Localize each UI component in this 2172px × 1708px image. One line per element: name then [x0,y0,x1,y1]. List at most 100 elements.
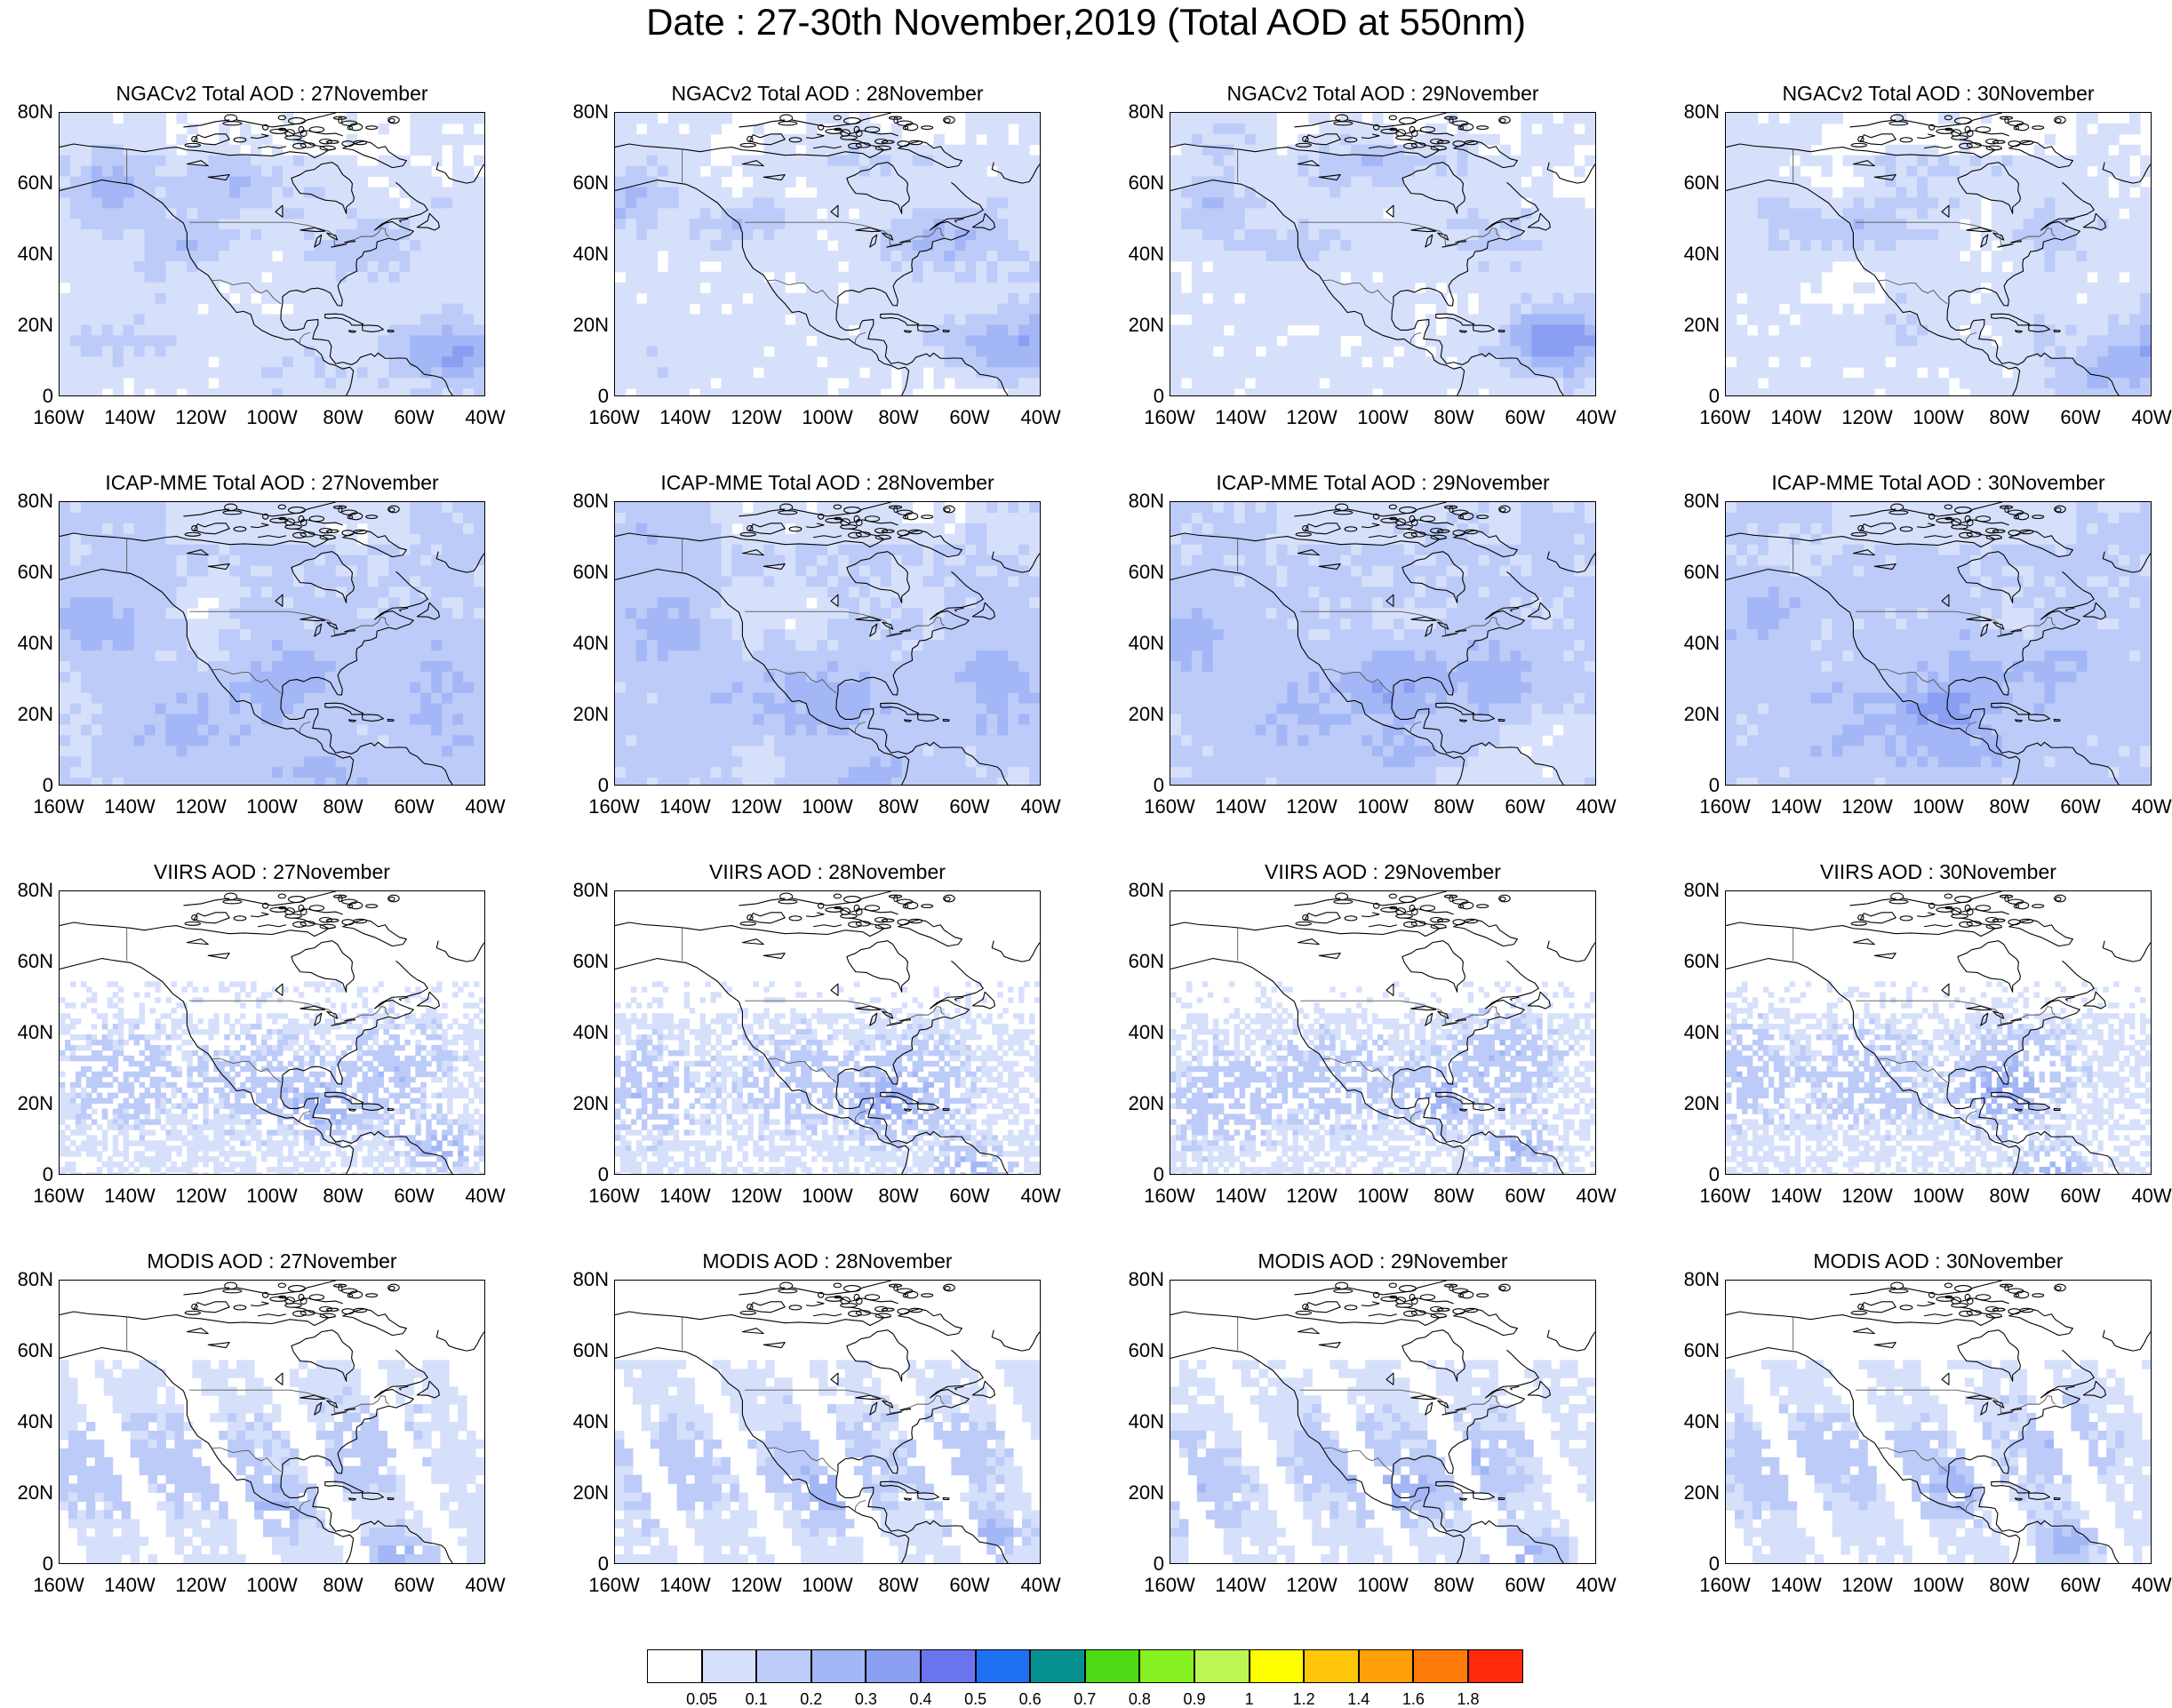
arctic-island [326,530,339,532]
lon-tick-label: 160W [23,1575,94,1596]
lat-tick-label: 0 [1666,1553,1720,1575]
arctic-island [326,140,339,143]
lat-tick-label: 20N [1111,1482,1164,1504]
arctic-island [865,1295,879,1300]
colorbar-label: 1 [1223,1690,1276,1708]
arctic-island [909,919,922,922]
arctic-island [740,922,755,925]
coastline [1903,1281,2002,1295]
lon-tick-label: 60W [2045,796,2116,818]
arctic-island [1453,1309,1465,1314]
lon-tick-label: 160W [1689,796,1761,818]
coastline [992,1330,1040,1351]
arctic-island [1345,1305,1357,1310]
map-canvas [1726,1281,2151,1563]
lon-tick-label: 100W [792,1185,863,1207]
arctic-island [1296,1311,1311,1314]
lat-tick-label: 60N [1111,172,1164,194]
lon-tick-label: 140W [94,796,165,818]
coastline [1917,134,1935,139]
aod-field [1170,113,1595,395]
lat-tick-label: 20N [0,1093,53,1114]
arctic-island [1389,894,1396,898]
panel-title: ICAP-MME Total AOD : 30November [1725,469,2152,496]
arctic-island [1851,143,1866,147]
coastline [686,1315,891,1326]
lake-outline [1425,1402,1433,1415]
lon-tick-label: 100W [1903,796,1974,818]
lon-tick-label: 100W [1347,1185,1418,1207]
arctic-island [834,894,841,898]
lon-tick-label: 100W [236,1185,307,1207]
coastline [258,1314,286,1316]
coastline [1369,1314,1397,1316]
lake-outline [1853,939,1874,945]
lon-tick-label: 80W [1974,796,2045,818]
coastline [251,1302,268,1306]
lon-tick-label: 160W [1689,1185,1761,1207]
lat-tick-label: 80N [555,491,609,512]
arctic-island [320,917,332,922]
arctic-island [234,916,246,921]
lake-outline [1298,939,1319,945]
map-frame [1725,1280,2152,1564]
lat-tick-label: 0 [0,775,53,796]
lat-tick-label: 0 [1666,775,1720,796]
lon-tick-label: 80W [863,796,934,818]
coastline [194,1302,229,1313]
lon-tick-label: 40W [1561,1185,1632,1207]
lon-tick-label: 120W [721,1185,792,1207]
lon-tick-label: 100W [236,407,307,428]
arctic-island [1477,905,1489,908]
lon-tick-label: 80W [307,796,379,818]
arctic-island [309,127,323,132]
coastline [749,913,785,923]
lon-tick-label: 40W [1561,796,1632,818]
lon-tick-label: 40W [450,407,521,428]
arctic-island [333,1284,346,1287]
arctic-island [366,126,378,130]
arctic-island [1955,897,1972,903]
panel-title: ICAP-MME Total AOD : 29November [1170,469,1596,496]
lat-tick-label: 0 [555,386,609,407]
map-frame [1725,890,2152,1175]
arctic-island [740,143,755,147]
coastline [236,1281,336,1295]
lat-tick-label: 40N [0,1411,53,1433]
lon-tick-label: 40W [1005,1575,1076,1596]
lat-tick-label: 20N [1666,1093,1720,1114]
arctic-island [1500,118,1505,122]
lon-tick-label: 60W [1489,796,1561,818]
arctic-island [1900,1305,1912,1310]
arctic-island [1336,1282,1348,1289]
lat-tick-label: 60N [1666,172,1720,194]
aod-field [1726,1360,2151,1563]
lat-tick-label: 80N [1666,101,1720,123]
arctic-island [339,896,342,902]
arctic-island [389,118,395,122]
lon-tick-label: 140W [1761,1185,1832,1207]
arctic-island [1400,897,1417,903]
lon-tick-label: 80W [307,1575,379,1596]
panel-title: VIIRS AOD : 29November [1170,858,1596,885]
lon-tick-label: 160W [1134,407,1205,428]
arctic-island [1431,917,1443,922]
arctic-island [289,897,306,903]
lat-tick-label: 0 [1111,1164,1164,1185]
lat-tick-label: 20N [555,1482,609,1504]
lon-tick-label: 60W [1489,1185,1561,1207]
arctic-island [789,1305,802,1310]
lon-tick-label: 100W [1903,1185,1974,1207]
lon-tick-label: 40W [1005,1185,1076,1207]
colorbar-swatch [811,1649,866,1683]
lon-tick-label: 120W [165,407,236,428]
arctic-island [1891,1282,1904,1289]
coastline [1547,1330,1595,1351]
coastline [2103,1330,2151,1351]
lon-tick-label: 40W [1561,1575,1632,1596]
lat-tick-label: 0 [1111,775,1164,796]
lon-tick-label: 60W [1489,407,1561,428]
